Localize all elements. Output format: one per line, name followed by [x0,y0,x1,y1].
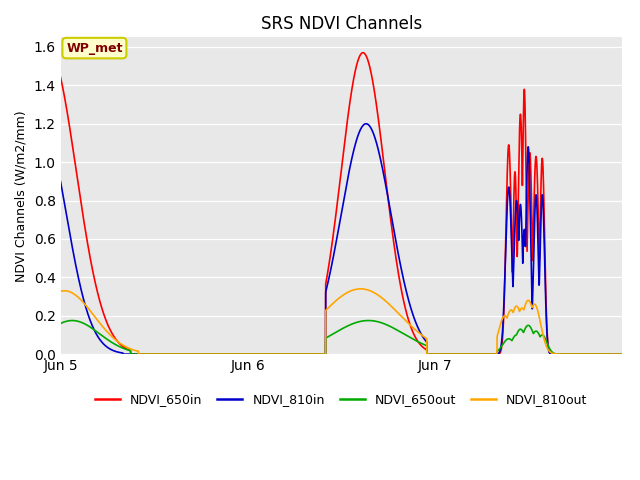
Text: WP_met: WP_met [66,42,123,55]
Y-axis label: NDVI Channels (W/m2/mm): NDVI Channels (W/m2/mm) [15,110,28,282]
Title: SRS NDVI Channels: SRS NDVI Channels [260,15,422,33]
Legend: NDVI_650in, NDVI_810in, NDVI_650out, NDVI_810out: NDVI_650in, NDVI_810in, NDVI_650out, NDV… [90,388,593,411]
